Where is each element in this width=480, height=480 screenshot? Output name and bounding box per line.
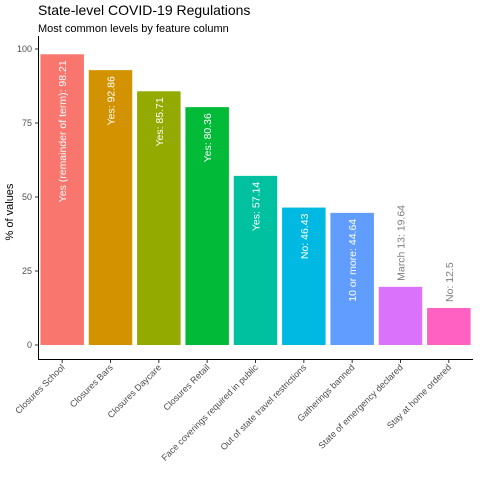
bar [378,286,423,345]
data-label: No: 46.43 [299,213,311,259]
data-labels: Yes (remainder of term): 98.21 Yes: 92.86… [57,60,456,302]
bar [282,207,326,345]
data-label: 10 or more: 44.64 [347,219,359,302]
y-axis-ticks: 0 25 50 75 100 [17,44,38,350]
x-tick-label: Closures Retail [161,362,211,412]
data-label: Yes: 80.36 [202,113,214,162]
x-tick-label: Out of state travel restrictions [218,362,308,452]
chart-subtitle: Most common levels by feature column [38,23,229,35]
y-tick-label: 75 [22,118,32,128]
y-tick-label: 25 [22,266,32,276]
y-tick-label: 50 [22,192,32,202]
x-tick-label: State of emergency declared [316,362,404,450]
x-tick-label: Face coverings required in public [159,362,260,463]
data-label: Yes: 57.14 [251,182,263,231]
data-label: Yes (remainder of term): 98.21 [57,60,69,202]
data-label: Yes: 85.71 [154,97,166,146]
bar [88,70,133,345]
bars [40,54,471,345]
data-label: No: 12.5 [444,262,456,302]
bar [233,175,278,345]
bar [427,308,471,345]
x-tick-label: Closures Daycare [106,362,164,420]
bar [137,91,181,345]
chart-title: State-level COVID-19 Regulations [38,2,250,18]
bar [40,54,84,345]
x-tick-label: Closures Bars [68,362,115,409]
x-tick-label: Closures School [13,362,66,415]
bar [185,107,229,345]
y-axis-label: % of values [4,183,16,240]
y-tick-label: 0 [27,340,32,350]
data-label: Yes: 92.86 [106,76,118,125]
data-label: March 13: 19.64 [396,205,408,281]
y-tick-label: 100 [17,44,32,54]
bar [330,212,374,345]
